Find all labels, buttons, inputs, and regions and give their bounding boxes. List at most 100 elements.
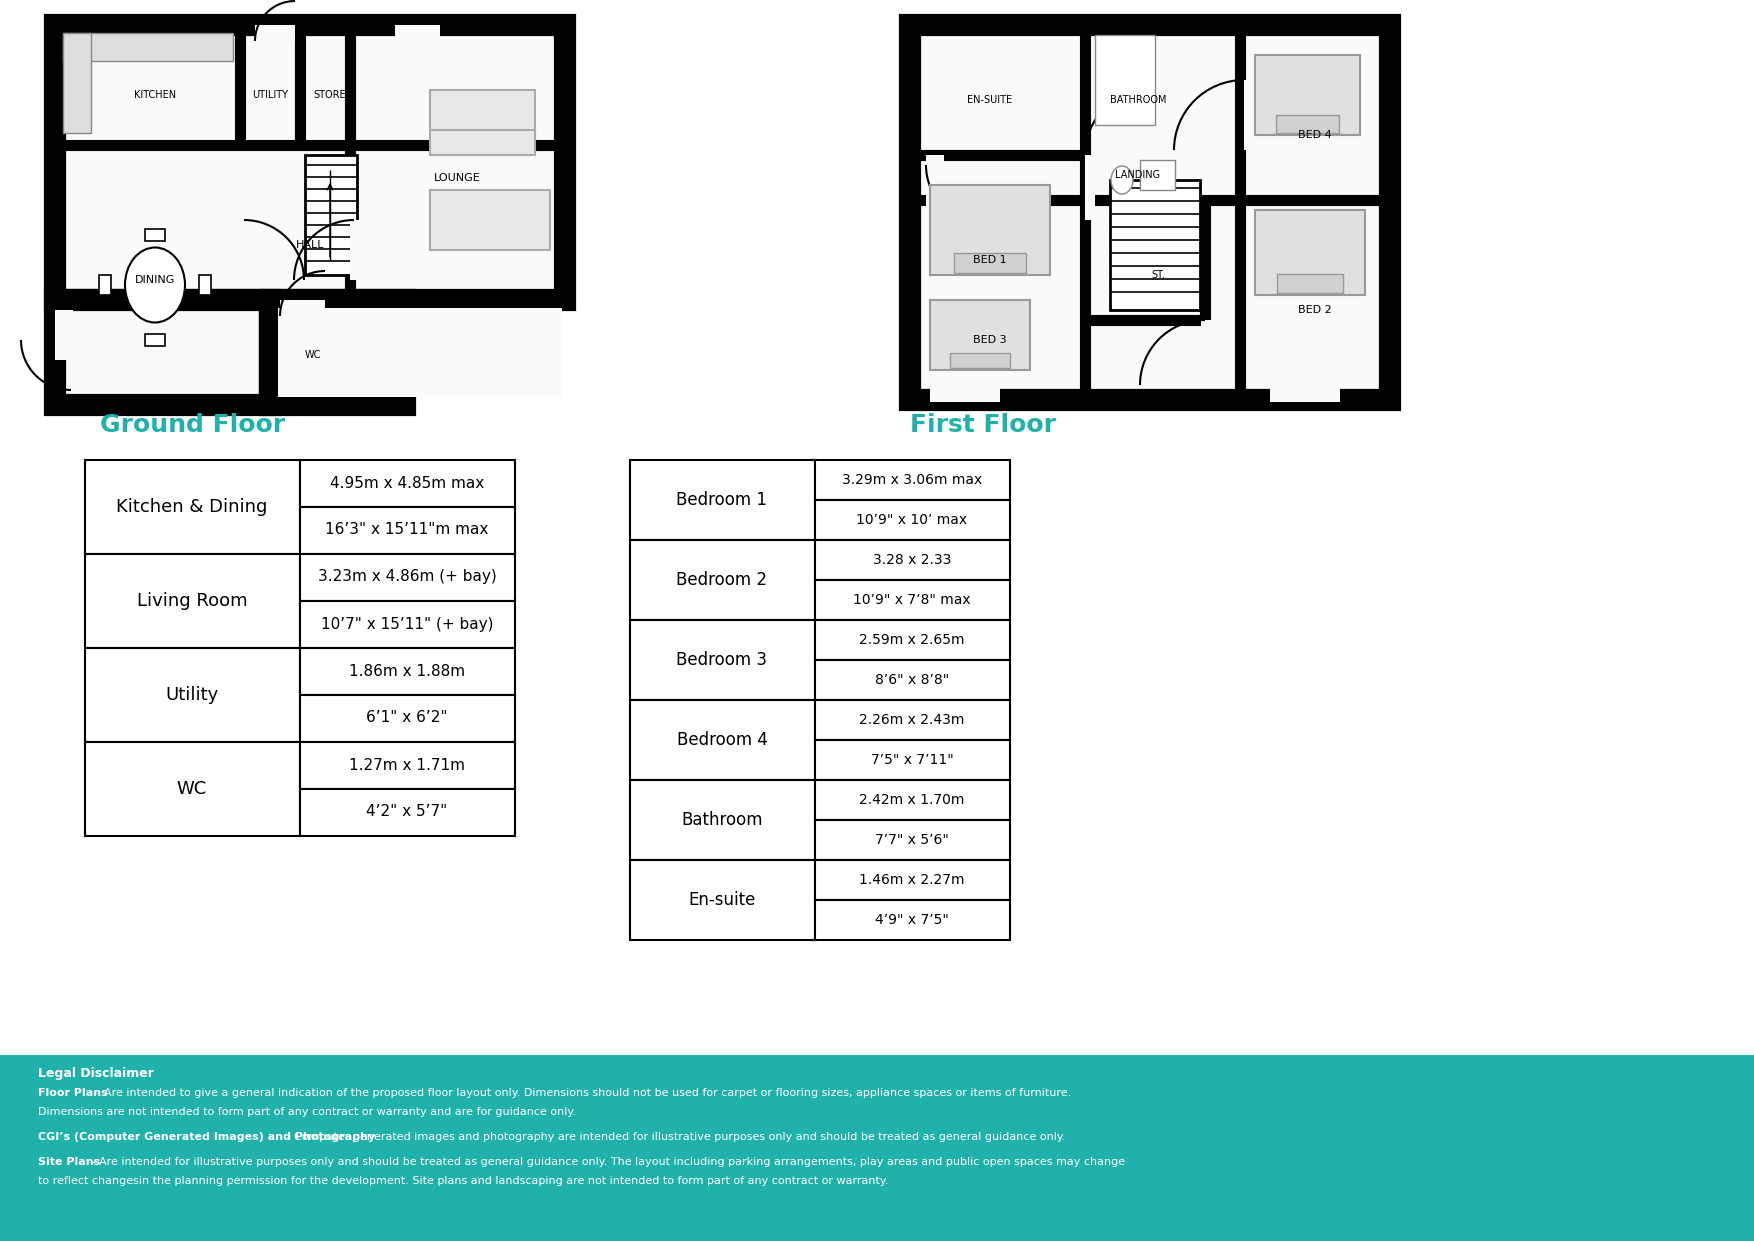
Bar bbox=[1094, 35, 1154, 125]
Text: STORE: STORE bbox=[314, 91, 346, 101]
Text: Bedroom 2: Bedroom 2 bbox=[677, 571, 768, 589]
Bar bbox=[1110, 180, 1200, 310]
Text: ST.: ST. bbox=[1151, 271, 1165, 280]
Bar bbox=[305, 155, 358, 276]
Bar bbox=[300, 789, 516, 836]
Text: 4.95m x 4.85m max: 4.95m x 4.85m max bbox=[330, 475, 484, 490]
Text: Legal Disclaimer: Legal Disclaimer bbox=[39, 1066, 154, 1080]
Bar bbox=[1201, 320, 1210, 385]
Text: WC: WC bbox=[177, 781, 207, 798]
Bar bbox=[630, 460, 816, 540]
Bar bbox=[816, 620, 1010, 660]
Text: 3.23m x 4.86m (+ bay): 3.23m x 4.86m (+ bay) bbox=[317, 570, 496, 585]
Bar bbox=[816, 700, 1010, 740]
Text: HALL: HALL bbox=[296, 240, 324, 249]
Bar bbox=[240, 220, 251, 280]
Text: Bedroom 1: Bedroom 1 bbox=[677, 491, 768, 509]
Text: 4’2" x 5’7": 4’2" x 5’7" bbox=[367, 804, 447, 819]
Bar bbox=[84, 648, 300, 742]
Text: Bedroom 4: Bedroom 4 bbox=[677, 731, 768, 750]
Bar bbox=[63, 34, 91, 133]
Text: 7’5" x 7’11": 7’5" x 7’11" bbox=[870, 753, 954, 767]
Bar bbox=[84, 742, 300, 836]
Text: - Are intended to give a general indication of the proposed floor layout only. D: - Are intended to give a general indicat… bbox=[93, 1088, 1072, 1098]
Text: First Floor: First Floor bbox=[910, 413, 1056, 437]
Bar bbox=[816, 660, 1010, 700]
Text: 10’7" x 15’11" (+ bay): 10’7" x 15’11" (+ bay) bbox=[321, 617, 493, 632]
Bar bbox=[300, 508, 516, 553]
Bar bbox=[300, 695, 516, 742]
Bar bbox=[1086, 155, 1094, 220]
Bar bbox=[54, 300, 270, 405]
Text: BED 1: BED 1 bbox=[973, 254, 1007, 266]
Text: 7’7" x 5’6": 7’7" x 5’6" bbox=[875, 833, 949, 848]
Bar bbox=[146, 334, 165, 346]
Bar bbox=[351, 220, 360, 280]
Text: Kitchen & Dining: Kitchen & Dining bbox=[116, 498, 268, 516]
Text: 8’6" x 8’8": 8’6" x 8’8" bbox=[875, 673, 949, 688]
Bar bbox=[63, 34, 233, 61]
Ellipse shape bbox=[1110, 166, 1133, 194]
Bar bbox=[816, 580, 1010, 620]
Text: 6’1" x 6’2": 6’1" x 6’2" bbox=[367, 711, 447, 726]
Text: 2.59m x 2.65m: 2.59m x 2.65m bbox=[859, 633, 965, 647]
Bar bbox=[910, 25, 1389, 400]
Bar bbox=[1277, 274, 1344, 293]
Bar bbox=[300, 648, 516, 695]
Text: - Are intended for illustrative purposes only and should be treated as general g: - Are intended for illustrative purposes… bbox=[88, 1157, 1124, 1167]
Text: Floor Plans: Floor Plans bbox=[39, 1088, 107, 1098]
Text: LANDING: LANDING bbox=[1116, 170, 1161, 180]
Text: 4’9" x 7’5": 4’9" x 7’5" bbox=[875, 913, 949, 927]
Bar bbox=[816, 820, 1010, 860]
Bar bbox=[816, 540, 1010, 580]
Text: 3.29m x 3.06m max: 3.29m x 3.06m max bbox=[842, 473, 982, 486]
Text: 3.28 x 2.33: 3.28 x 2.33 bbox=[873, 553, 951, 567]
Text: Bedroom 3: Bedroom 3 bbox=[677, 652, 768, 669]
Text: Site Plans: Site Plans bbox=[39, 1157, 100, 1167]
Text: LOUNGE: LOUNGE bbox=[433, 172, 481, 182]
Bar bbox=[300, 601, 516, 648]
Text: Utility: Utility bbox=[165, 686, 219, 704]
Bar bbox=[630, 781, 816, 860]
Text: 1.46m x 2.27m: 1.46m x 2.27m bbox=[859, 872, 965, 887]
Bar bbox=[1256, 55, 1359, 135]
Bar bbox=[630, 540, 816, 620]
Bar bbox=[84, 460, 300, 553]
Bar bbox=[254, 25, 295, 43]
Bar bbox=[300, 553, 516, 601]
Bar bbox=[1256, 210, 1365, 295]
Text: Bathroom: Bathroom bbox=[681, 812, 763, 829]
Text: 16’3" x 15’11"m max: 16’3" x 15’11"m max bbox=[324, 522, 489, 537]
Ellipse shape bbox=[125, 247, 184, 323]
Bar bbox=[816, 900, 1010, 939]
Bar bbox=[84, 553, 300, 648]
Bar bbox=[300, 742, 516, 789]
Text: Ground Floor: Ground Floor bbox=[100, 413, 286, 437]
Text: 10’9" x 7’8" max: 10’9" x 7’8" max bbox=[852, 593, 970, 607]
Bar bbox=[1140, 160, 1175, 190]
Text: BED 2: BED 2 bbox=[1298, 305, 1331, 315]
Text: WC: WC bbox=[305, 350, 321, 360]
Bar bbox=[951, 352, 1010, 369]
Text: Living Room: Living Room bbox=[137, 592, 247, 611]
Bar bbox=[926, 155, 944, 215]
Bar bbox=[430, 190, 551, 249]
Bar bbox=[816, 860, 1010, 900]
Text: 10’9" x 10’ max: 10’9" x 10’ max bbox=[856, 513, 968, 527]
Bar bbox=[146, 230, 165, 241]
Text: to reflect changesin the planning permission for the development. Site plans and: to reflect changesin the planning permis… bbox=[39, 1176, 889, 1186]
Bar bbox=[1270, 383, 1340, 402]
Bar bbox=[630, 700, 816, 781]
Bar bbox=[270, 300, 405, 405]
Text: 2.26m x 2.43m: 2.26m x 2.43m bbox=[859, 714, 965, 727]
Text: KITCHEN: KITCHEN bbox=[133, 91, 175, 101]
Bar bbox=[281, 300, 324, 318]
Text: UTILITY: UTILITY bbox=[253, 91, 288, 101]
Bar bbox=[430, 91, 535, 130]
Bar bbox=[930, 185, 1051, 276]
Bar bbox=[277, 308, 561, 397]
Bar bbox=[954, 253, 1026, 273]
Bar bbox=[816, 500, 1010, 540]
Bar bbox=[1275, 115, 1338, 133]
Bar bbox=[198, 276, 210, 295]
